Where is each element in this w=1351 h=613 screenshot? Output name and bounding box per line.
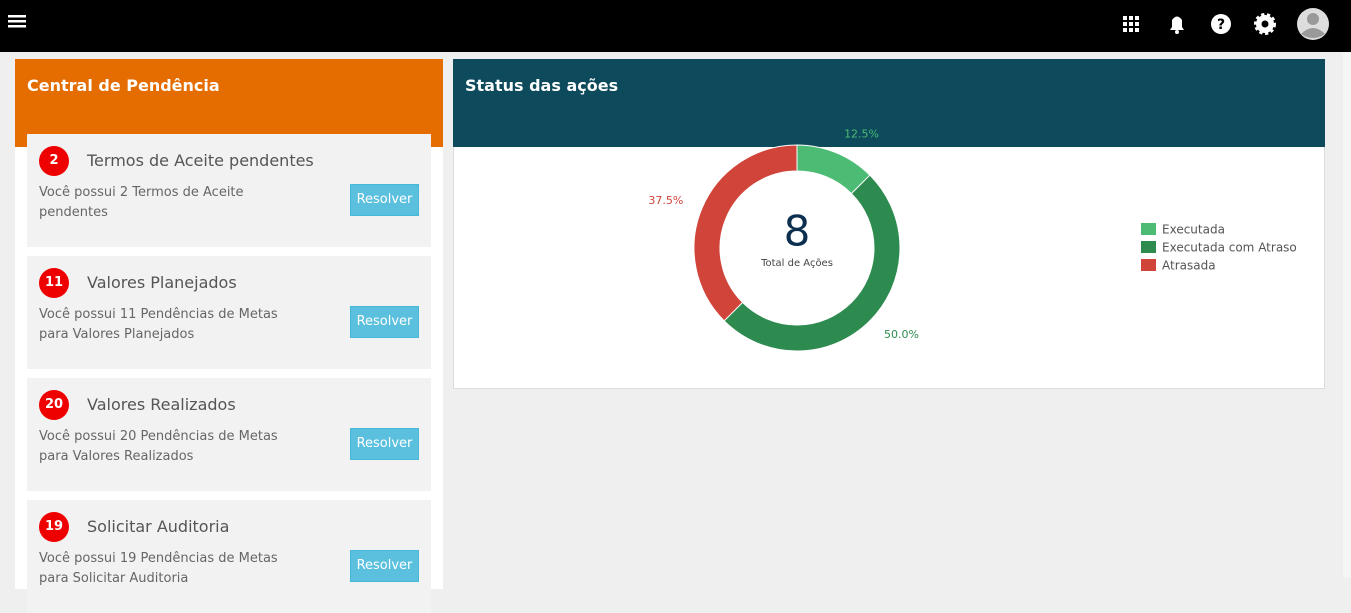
panel-title: Status das ações: [453, 59, 1325, 147]
item-title: Termos de Aceite pendentes: [87, 151, 314, 170]
pending-item: 20 Valores Realizados Você possui 20 Pendê…: [27, 378, 431, 491]
apps-button[interactable]: [1123, 16, 1139, 32]
pending-item: 2 Termos de Aceite pendentes Você possui 2…: [27, 134, 431, 247]
page: ? Central de Pendência 2 Termos de Aceite…: [0, 0, 1351, 589]
value-label: 37.5%: [648, 194, 683, 207]
legend-swatch: [1141, 259, 1156, 271]
total-value: 8: [784, 207, 811, 256]
total-label: Total de Ações: [760, 258, 833, 269]
notifications-button[interactable]: [1170, 16, 1184, 35]
donut-chart: 12.5% 50.0% 37.5% 8 Total de Ações Executada E…: [648, 127, 1297, 352]
item-title: Valores Planejados: [87, 273, 237, 292]
item-description: Você possui 11 Pendências de Metas: [39, 307, 278, 322]
resolve-button[interactable]: Resolver: [350, 550, 419, 582]
count-badge: 11: [39, 268, 69, 298]
legend-label: Executada com Atraso: [1162, 241, 1297, 255]
help-button[interactable]: ?: [1211, 14, 1231, 34]
donut-segment: [723, 174, 901, 352]
value-label: 50.0%: [884, 328, 919, 341]
item-title: Solicitar Auditoria: [87, 517, 230, 536]
item-description: para Valores Planejados: [39, 327, 195, 342]
resolve-button[interactable]: Resolver: [350, 428, 419, 460]
panel-title: Central de Pendência: [15, 59, 443, 147]
pending-item: 11 Valores Planejados Você possui 11 Pendê…: [27, 256, 431, 369]
item-description: Você possui 20 Pendências de Metas: [39, 429, 278, 444]
legend-label: Executada: [1162, 223, 1225, 237]
item-description: para Solicitar Auditoria: [39, 571, 189, 586]
donut-segment: [693, 144, 798, 322]
resolve-button[interactable]: Resolver: [350, 306, 419, 338]
pending-item: 19 Solicitar Auditoria Você possui 19 Pend…: [27, 500, 431, 613]
settings-button[interactable]: [1254, 13, 1276, 35]
legend-label: Atrasada: [1162, 259, 1216, 273]
item-description: Você possui 19 Pendências de Metas: [39, 551, 278, 566]
count-badge: 20: [39, 390, 69, 420]
svg-text:?: ?: [1217, 17, 1225, 33]
top-bar: ?: [0, 0, 1351, 52]
item-description: para Valores Realizados: [39, 449, 194, 464]
item-description: pendentes: [39, 205, 108, 220]
top-icons: ?: [8, 8, 1329, 40]
item-title: Valores Realizados: [87, 395, 236, 414]
legend-swatch: [1141, 241, 1156, 253]
menu-button[interactable]: [8, 15, 26, 28]
legend-swatch: [1141, 223, 1156, 235]
count-badge: 2: [39, 146, 69, 176]
pending-panel: Central de Pendência 2 Termos de Aceite p…: [15, 59, 443, 613]
item-description: Você possui 2 Termos de Aceite: [39, 185, 244, 200]
value-label: 12.5%: [844, 127, 879, 140]
user-avatar[interactable]: [1297, 8, 1329, 40]
resolve-button[interactable]: Resolver: [350, 184, 419, 216]
count-badge: 19: [39, 512, 69, 542]
scrollbar: [1343, 52, 1351, 578]
